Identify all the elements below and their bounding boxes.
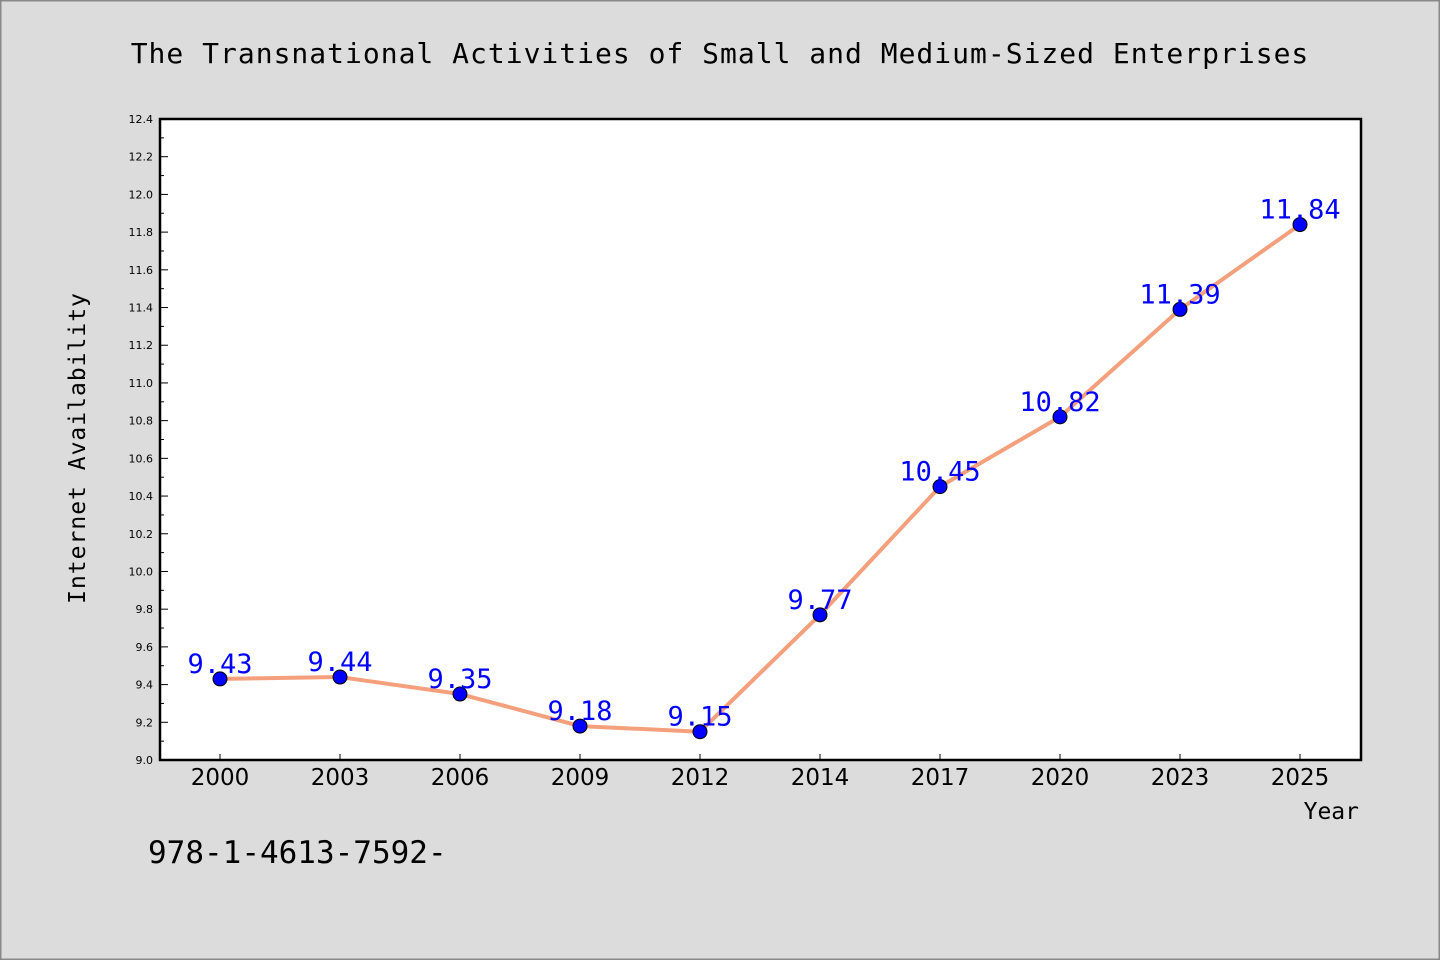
data-point bbox=[332, 669, 348, 685]
series-layer: 9.43 9.44 9.35 9.18 9.15 9.77 10.45 10.82 11.39 1… bbox=[187, 195, 1341, 740]
x-axis: 2000 2003 2006 2009 2012 2014 2017 2020 2023 2025 bbox=[191, 754, 1330, 791]
y-tick-label: 9.0 bbox=[136, 754, 154, 767]
x-tick-label: 2012 bbox=[671, 765, 730, 791]
data-label: 11.39 bbox=[1139, 279, 1220, 310]
data-point bbox=[212, 671, 228, 687]
data-point bbox=[572, 718, 588, 734]
y-tick-label: 11.4 bbox=[129, 302, 154, 315]
y-tick-label: 12.0 bbox=[129, 188, 154, 201]
y-axis: 9.0 9.2 9.4 9.6 9.8 10.0 10.2 10.4 10.6 10.8 11.0 1… bbox=[129, 113, 168, 767]
y-tick-label: 10.4 bbox=[129, 490, 154, 503]
data-label: 9.18 bbox=[547, 696, 612, 727]
chart-title: The Transnational Activities of Small an… bbox=[131, 37, 1310, 70]
x-axis-label: Year bbox=[1304, 799, 1359, 825]
y-tick-label: 9.8 bbox=[136, 603, 154, 616]
data-point bbox=[812, 607, 828, 623]
y-tick-label: 10.2 bbox=[129, 528, 154, 541]
data-label: 9.44 bbox=[307, 647, 372, 678]
data-point bbox=[1292, 217, 1308, 233]
data-label: 10.45 bbox=[899, 457, 980, 488]
x-tick-label: 2020 bbox=[1031, 765, 1090, 791]
data-label: 10.82 bbox=[1019, 387, 1100, 418]
y-tick-label: 10.8 bbox=[129, 415, 154, 428]
x-tick-label: 2006 bbox=[431, 765, 490, 791]
data-label: 9.77 bbox=[787, 585, 852, 616]
y-tick-label: 11.6 bbox=[129, 264, 154, 277]
y-tick-label: 9.6 bbox=[136, 641, 154, 654]
x-tick-label: 2000 bbox=[191, 765, 250, 791]
x-tick-label: 2025 bbox=[1271, 765, 1330, 791]
x-tick-label: 2023 bbox=[1151, 765, 1210, 791]
y-axis-label: Internet Availability bbox=[65, 292, 91, 604]
x-tick-label: 2009 bbox=[551, 765, 610, 791]
y-tick-label: 12.4 bbox=[129, 113, 154, 126]
data-label: 9.15 bbox=[667, 702, 732, 733]
data-label: 9.43 bbox=[187, 649, 252, 680]
data-point bbox=[692, 724, 708, 740]
data-label: 11.84 bbox=[1259, 195, 1340, 226]
y-tick-label: 9.2 bbox=[136, 716, 154, 729]
data-point bbox=[932, 479, 948, 495]
data-point bbox=[1052, 409, 1068, 425]
series-line bbox=[218, 222, 1302, 734]
plot-area bbox=[158, 117, 1363, 762]
y-tick-label: 10.0 bbox=[129, 565, 154, 578]
y-tick-label: 12.2 bbox=[129, 151, 154, 164]
y-tick-label: 11.2 bbox=[129, 339, 154, 352]
data-point bbox=[452, 686, 468, 702]
y-tick-label: 9.4 bbox=[136, 679, 154, 692]
y-tick-label: 11.8 bbox=[129, 226, 154, 239]
x-tick-label: 2017 bbox=[911, 765, 970, 791]
y-tick-label: 11.0 bbox=[129, 377, 154, 390]
data-label: 9.35 bbox=[427, 664, 492, 695]
y-tick-label: 10.6 bbox=[129, 452, 154, 465]
footer-id-text: 978-1-4613-7592- bbox=[148, 835, 447, 871]
data-point bbox=[1172, 301, 1188, 317]
x-tick-label: 2003 bbox=[311, 765, 370, 791]
x-tick-label: 2014 bbox=[791, 765, 850, 791]
